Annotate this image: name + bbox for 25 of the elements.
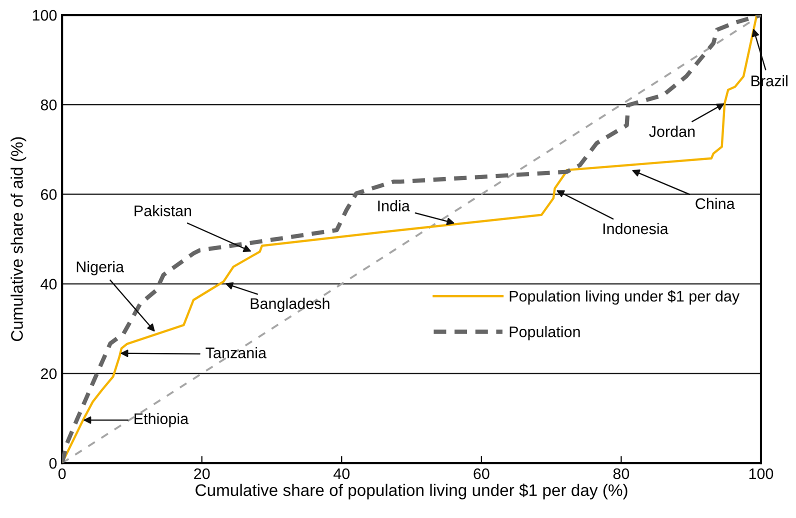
x-tick-label: 0 — [58, 468, 66, 480]
y-tick-label: 100 — [32, 10, 57, 21]
x-tick-label: 40 — [334, 468, 350, 480]
y-tick-label: 40 — [40, 278, 57, 290]
annotation: Tanzania — [206, 347, 267, 358]
y-tick-label: 0 — [49, 458, 57, 469]
x-tick-label: 100 — [749, 468, 774, 480]
annotation: China — [696, 198, 735, 210]
x-axis-title: Cumulative share of population living under $1 per day (%) — [196, 484, 628, 500]
annotation: Bangladesh — [250, 298, 330, 312]
x-tick-label: 60 — [474, 468, 490, 480]
annotation: Pakistan — [134, 205, 192, 216]
y-tick-label: 60 — [41, 189, 57, 200]
y-tick-label: 20 — [41, 368, 57, 380]
annotation: Jordan — [649, 126, 695, 137]
y-axis-title: Cumulative share of aid (%) — [10, 137, 26, 342]
annotation: Ethiopia — [134, 412, 189, 428]
y-tick-label: 80 — [40, 100, 57, 110]
x-tick-label: 20 — [194, 468, 210, 480]
legend-label: Population — [510, 326, 580, 340]
x-tick-label: 80 — [613, 468, 630, 480]
annotation: India — [378, 200, 410, 212]
legend-label: Population living under $1 per day — [510, 290, 740, 305]
annotation: Nigeria — [76, 261, 124, 276]
annotation: Indonesia — [603, 222, 668, 234]
